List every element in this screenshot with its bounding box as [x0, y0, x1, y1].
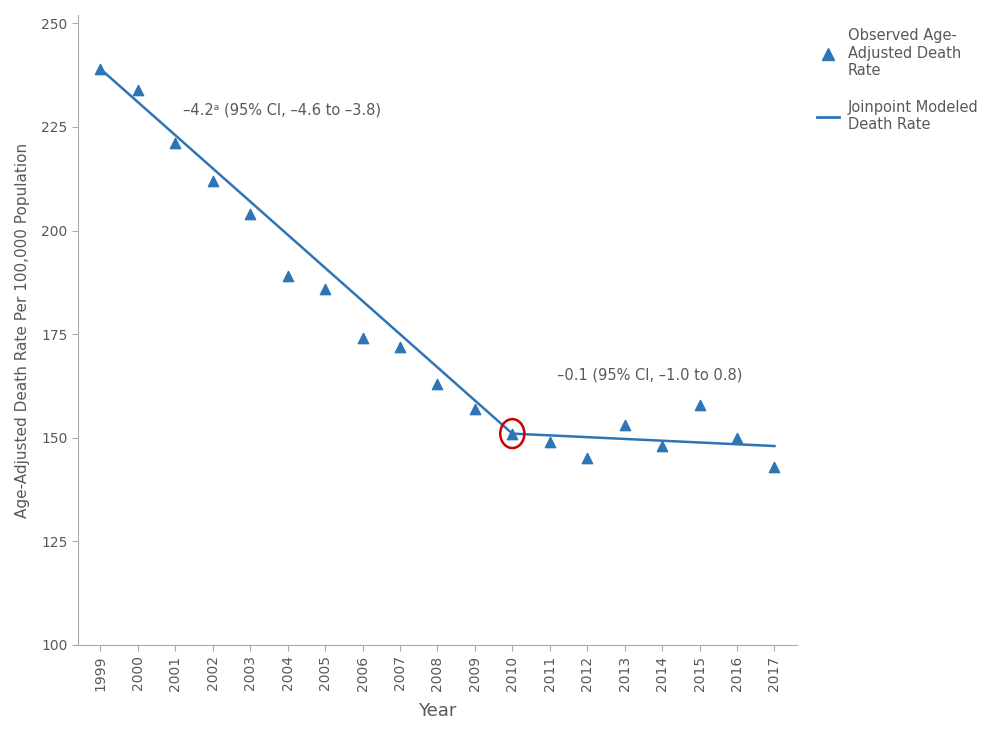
- Point: [579, 453, 595, 465]
- Point: [429, 378, 445, 390]
- Text: –4.2ᵃ (95% CI, –4.6 to –3.8): –4.2ᵃ (95% CI, –4.6 to –3.8): [183, 102, 381, 117]
- X-axis label: Year: Year: [418, 702, 457, 720]
- Point: [205, 175, 221, 187]
- Point: [130, 84, 146, 96]
- Point: [766, 461, 782, 473]
- Point: [92, 63, 108, 75]
- Point: [280, 270, 296, 282]
- Text: –0.1 (95% CI, –1.0 to 0.8): –0.1 (95% CI, –1.0 to 0.8): [557, 368, 743, 382]
- Point: [242, 208, 258, 220]
- Point: [392, 341, 408, 353]
- Point: [167, 137, 183, 149]
- Point: [542, 436, 558, 448]
- Point: [692, 398, 708, 410]
- Point: [317, 283, 333, 295]
- Point: [504, 428, 520, 440]
- Point: [355, 332, 371, 344]
- Y-axis label: Age-Adjusted Death Rate Per 100,000 Population: Age-Adjusted Death Rate Per 100,000 Popu…: [15, 143, 30, 517]
- Point: [467, 403, 483, 415]
- Point: [654, 440, 670, 452]
- Point: [617, 420, 633, 431]
- Legend: Observed Age-
Adjusted Death
Rate, Joinpoint Modeled
Death Rate: Observed Age- Adjusted Death Rate, Joinp…: [811, 22, 984, 138]
- Point: [729, 432, 745, 444]
